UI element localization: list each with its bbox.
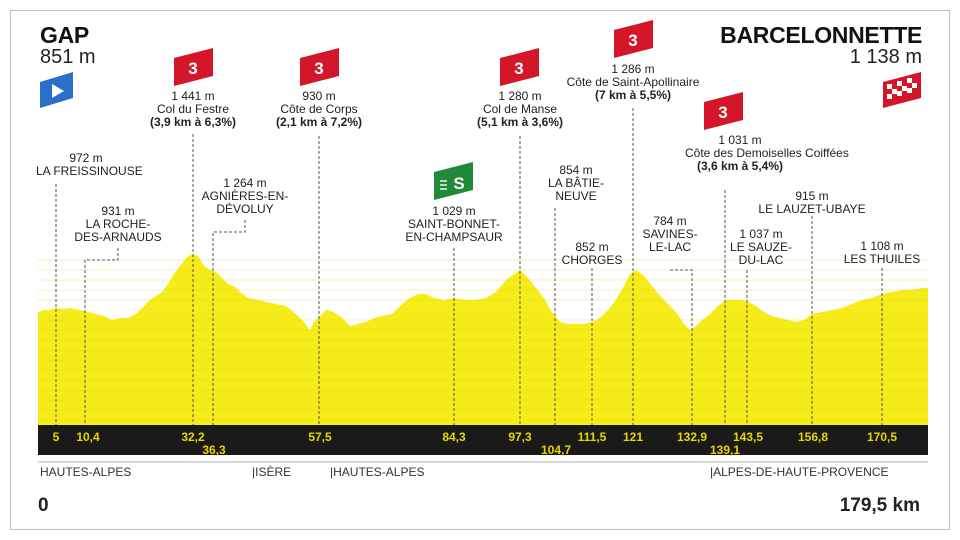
place-altitude: 784 m xyxy=(653,214,687,228)
start-altitude: 851 m xyxy=(40,46,96,68)
climb-name: Col du Festre xyxy=(156,102,230,116)
place-label: 931 m LA ROCHE- DES-ARNAUDS xyxy=(68,205,168,244)
climb-badge-icon: 3 xyxy=(704,92,743,130)
start-town: GAP xyxy=(40,22,89,48)
svg-text:S: S xyxy=(453,174,464,193)
climb-badge-icon: 3 xyxy=(300,48,339,86)
km-mark: 84,3 xyxy=(442,430,466,444)
distance-total: 179,5 km xyxy=(839,495,920,516)
place-altitude: 852 m xyxy=(575,240,609,254)
climb-detail: (2,1 km à 7,2%) xyxy=(275,115,363,129)
department-label: HAUTES-ALPES xyxy=(40,465,132,479)
place-name: DÉVOLUY xyxy=(216,202,274,216)
place-name: LA ROCHE- xyxy=(85,217,151,231)
svg-text:3: 3 xyxy=(718,103,727,122)
place-altitude: 915 m xyxy=(795,189,829,203)
climb-label: 930 m Côte de Corps (2,1 km à 7,2%) xyxy=(259,90,379,129)
km-mark: 121 xyxy=(622,430,644,444)
finish-town: BARCELONNETTE xyxy=(720,22,922,48)
distance-band xyxy=(38,425,928,455)
start-flag-icon xyxy=(40,72,73,108)
place-name: DES-ARNAUDS xyxy=(74,230,162,244)
climb-badge-icon: 3 xyxy=(500,48,539,86)
place-name: LES THUILES xyxy=(843,252,921,266)
place-name: LE LAUZET-UBAYE xyxy=(758,202,866,216)
place-name: LA FREISSINOUSE xyxy=(36,164,143,178)
svg-text:3: 3 xyxy=(314,59,323,78)
place-name: LE-LAC xyxy=(648,240,692,254)
km-mark: 10,4 xyxy=(76,430,100,444)
place-label: 1 037 m LE SAUZE- DU-LAC xyxy=(721,228,801,267)
climb-badge-icon: 3 xyxy=(614,20,653,58)
elevation-area xyxy=(38,254,928,425)
place-altitude: 931 m xyxy=(101,204,135,218)
place-name: LE SAUZE- xyxy=(729,240,792,254)
place-label: 972 m LA FREISSINOUSE xyxy=(36,151,143,178)
sprint-label: 1 029 m SAINT-BONNET-EN-CHAMPSAUR xyxy=(394,205,514,244)
place-label: 1 108 m LES THUILES xyxy=(842,240,922,266)
km-mark: 111,5 xyxy=(577,430,607,444)
climb-altitude: 1 280 m xyxy=(498,89,542,103)
place-name: SAVINES- xyxy=(642,227,698,241)
km-mark: 156,8 xyxy=(797,430,829,444)
place-name: LA BÂTIE- xyxy=(547,176,605,190)
finish-altitude: 1 138 m xyxy=(849,46,922,68)
km-mark: 5 xyxy=(52,430,60,444)
place-label: 915 m LE LAUZET-UBAYE xyxy=(752,190,872,216)
km-mark: 32,2 xyxy=(181,430,205,444)
climb-name: Côte des Demoiselles Coiffées xyxy=(685,146,849,160)
km-mark: 104,7 xyxy=(540,443,572,457)
sprint-altitude: 1 029 m xyxy=(432,204,476,218)
sprint-name: SAINT-BONNET-EN-CHAMPSAUR xyxy=(405,217,503,244)
place-altitude: 1 108 m xyxy=(860,239,904,253)
place-label: 1 264 m AGNIÈRES-EN- DÉVOLUY xyxy=(195,177,295,216)
climb-name: Côte de Corps xyxy=(280,102,358,116)
svg-text:3: 3 xyxy=(514,59,523,78)
place-name: CHORGES xyxy=(561,253,623,267)
svg-text:3: 3 xyxy=(188,59,197,78)
place-label: 784 m SAVINES- LE-LAC xyxy=(630,215,710,254)
climb-name: Col de Manse xyxy=(482,102,558,116)
km-mark: 97,3 xyxy=(508,430,532,444)
place-label: 854 m LA BÂTIE- NEUVE xyxy=(536,164,616,203)
department-label: |ISÈRE xyxy=(252,465,292,479)
place-altitude: 1 264 m xyxy=(223,176,267,190)
place-altitude: 1 037 m xyxy=(739,227,783,241)
climb-detail: (3,6 km à 5,4%) xyxy=(696,159,784,173)
leader-lines xyxy=(55,108,883,425)
climb-detail: (7 km à 5,5%) xyxy=(594,88,672,102)
place-name: AGNIÈRES-EN- xyxy=(201,189,289,203)
place-altitude: 854 m xyxy=(559,163,593,177)
climb-altitude: 1 286 m xyxy=(611,62,655,76)
climb-name: Côte de Saint-Apollinaire xyxy=(566,75,700,89)
km-mark: 57,5 xyxy=(308,430,332,444)
climb-badge-icon: 3 xyxy=(174,48,213,86)
km-mark: 143,5 xyxy=(732,430,764,444)
km-mark: 132,9 xyxy=(676,430,708,444)
climb-label: 1 286 m Côte de Saint-Apollinaire (7 km … xyxy=(548,63,718,102)
climb-altitude: 930 m xyxy=(302,89,336,103)
climb-label: 1 031 m Côte des Demoiselles Coiffées (3… xyxy=(665,133,849,173)
sprint-badge-icon: S xyxy=(434,162,473,200)
place-name: NEUVE xyxy=(555,189,597,203)
climb-detail: (3,9 km à 6,3%) xyxy=(149,115,237,129)
place-altitude: 972 m xyxy=(69,151,103,165)
finish-flag-icon xyxy=(883,72,921,108)
svg-text:3: 3 xyxy=(628,31,637,50)
department-label: |HAUTES-ALPES xyxy=(330,465,425,479)
climb-detail: (5,1 km à 3,6%) xyxy=(476,115,564,129)
climb-label: 1 280 m Col de Manse (5,1 km à 3,6%) xyxy=(460,90,580,129)
km-mark: 170,5 xyxy=(866,430,898,444)
place-name: DU-LAC xyxy=(738,253,784,267)
profile-gridlines xyxy=(38,259,928,421)
km-mark: 139,1 xyxy=(709,443,741,457)
climb-altitude: 1 441 m xyxy=(171,89,215,103)
climb-altitude: 1 031 m xyxy=(718,133,762,147)
distance-start: 0 xyxy=(38,495,49,516)
department-label: |ALPES-DE-HAUTE-PROVENCE xyxy=(710,465,889,479)
climb-label: 1 441 m Col du Festre (3,9 km à 6,3%) xyxy=(133,90,253,129)
place-label: 852 m CHORGES xyxy=(552,241,632,267)
km-mark: 36,3 xyxy=(202,443,226,457)
